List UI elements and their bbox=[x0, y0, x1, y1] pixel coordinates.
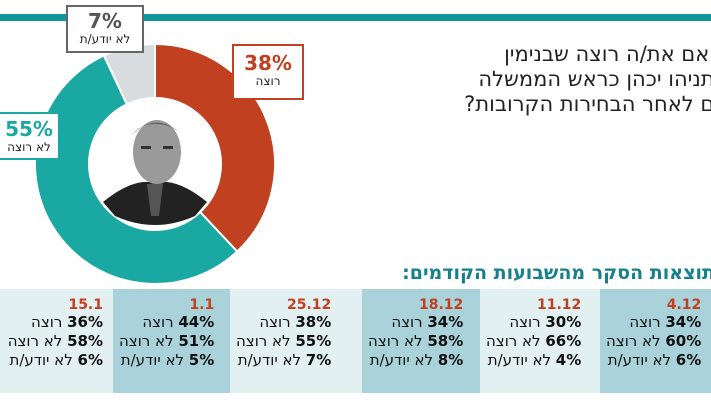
label: לא יודע/ת bbox=[607, 351, 672, 369]
label: רוצה bbox=[629, 313, 661, 331]
value: 44% bbox=[178, 313, 215, 331]
value: 4% bbox=[555, 351, 582, 369]
history-date: 18.12 bbox=[418, 297, 464, 313]
donut-slice bbox=[34, 54, 239, 285]
history-table: 4.12 34% רוצה 60% לא רוצה 6% לא יודע/ת 1… bbox=[0, 289, 711, 393]
label: לא רוצה bbox=[119, 332, 174, 350]
history-column: 4.12 34% רוצה 60% לא רוצה 6% לא יודע/ת bbox=[600, 289, 711, 393]
history-date: 15.1 bbox=[68, 297, 103, 313]
callout-want-label: רוצה bbox=[255, 74, 281, 88]
label: רוצה bbox=[509, 313, 541, 331]
label: לא יודע/ת bbox=[120, 351, 185, 369]
label: לא יודע/ת bbox=[369, 351, 434, 369]
value: 7% bbox=[305, 351, 332, 369]
value: 5% bbox=[188, 351, 215, 369]
label: לא יודע/ת bbox=[9, 351, 73, 369]
label: לא יודע/ת bbox=[237, 351, 302, 369]
value: 58% bbox=[67, 332, 103, 350]
callout-want: 38% רוצה bbox=[232, 44, 304, 100]
value: 66% bbox=[545, 332, 582, 350]
history-column: 15.1 36% רוצה 58% לא רוצה 6% לא יודע/ת bbox=[0, 289, 113, 393]
question-line: נתניהו יכהן כראש הממשלה bbox=[478, 67, 711, 91]
label: לא רוצה bbox=[606, 332, 661, 350]
value: 36% bbox=[67, 313, 103, 331]
value: 51% bbox=[178, 332, 215, 350]
history-column: 18.12 34% רוצה 58% לא רוצה 8% לא יודע/ת bbox=[362, 289, 480, 393]
history-date: 11.12 bbox=[536, 297, 582, 313]
value: 58% bbox=[427, 332, 464, 350]
callout-dont-know: 7% לא יודע/ת bbox=[66, 5, 144, 53]
value: 60% bbox=[665, 332, 702, 350]
label: לא רוצה bbox=[7, 332, 63, 350]
callout-not-want-label: לא רוצה bbox=[7, 140, 51, 154]
question-line: גם לאחר הבחירות הקרובות? bbox=[464, 92, 711, 116]
portrait-photo bbox=[90, 99, 220, 229]
label: לא רוצה bbox=[368, 332, 423, 350]
label: לא רוצה bbox=[486, 332, 541, 350]
callout-dont-know-pct: 7% bbox=[88, 9, 122, 33]
history-column: 11.12 30% רוצה 66% לא רוצה 4% לא יודע/ת bbox=[480, 289, 600, 393]
value: 34% bbox=[427, 313, 464, 331]
history-date: 25.12 bbox=[286, 297, 332, 313]
history-column: 25.12 38% רוצה 55% לא רוצה 7% לא יודע/ת bbox=[230, 289, 362, 393]
top-accent-bar bbox=[0, 14, 711, 21]
value: 38% bbox=[295, 313, 332, 331]
label: לא רוצה bbox=[236, 332, 291, 350]
value: 6% bbox=[77, 351, 103, 369]
label: רוצה bbox=[259, 313, 291, 331]
callout-want-pct: 38% bbox=[244, 51, 292, 75]
value: 34% bbox=[665, 313, 702, 331]
value: 30% bbox=[545, 313, 582, 331]
callout-not-want: 55% לא רוצה bbox=[0, 112, 60, 160]
value: 8% bbox=[437, 351, 464, 369]
callout-dont-know-label: לא יודע/ת bbox=[79, 32, 131, 46]
callout-not-want-pct: 55% bbox=[5, 117, 53, 141]
label: רוצה bbox=[31, 313, 63, 331]
value: 6% bbox=[675, 351, 702, 369]
survey-question: האם את/ה רוצה שבנימין נתניהו יכהן כראש ה… bbox=[423, 42, 711, 117]
label: רוצה bbox=[391, 313, 423, 331]
value: 55% bbox=[295, 332, 332, 350]
history-date: 1.1 bbox=[189, 297, 215, 313]
history-date: 4.12 bbox=[666, 297, 702, 313]
question-line: האם את/ה רוצה שבנימין bbox=[504, 42, 711, 66]
label: לא יודע/ת bbox=[487, 351, 552, 369]
label: רוצה bbox=[142, 313, 174, 331]
history-column: 1.1 44% רוצה 51% לא רוצה 5% לא יודע/ת bbox=[113, 289, 230, 393]
history-title: תוצאות הסקר מהשבועות הקודמים: bbox=[402, 262, 711, 284]
